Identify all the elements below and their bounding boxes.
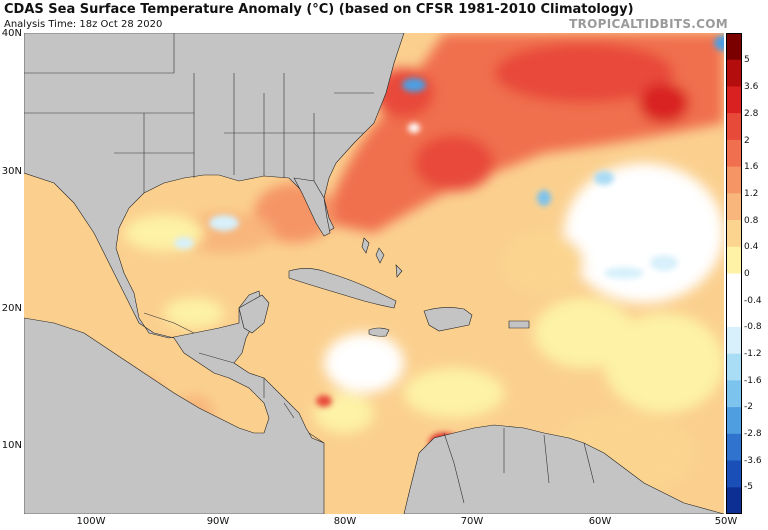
colorbar-cell bbox=[726, 460, 742, 488]
colorbar-label: -2 bbox=[744, 402, 753, 412]
analysis-time: Analysis Time: 18z Oct 28 2020 bbox=[4, 19, 163, 30]
colorbar bbox=[726, 33, 742, 514]
lon-label-50w: 50W bbox=[714, 516, 738, 527]
colorbar-label: -1.6 bbox=[744, 376, 762, 386]
colorbar-cell bbox=[726, 300, 742, 328]
colorbar-cell bbox=[726, 86, 742, 114]
colorbar-label: -3.6 bbox=[744, 456, 762, 466]
colorbar-cell bbox=[726, 166, 742, 194]
lat-label-10n: 10N bbox=[1, 440, 22, 451]
colorbar-cell bbox=[726, 407, 742, 435]
lon-label-80w: 80W bbox=[333, 516, 357, 527]
colorbar-label: 0 bbox=[744, 269, 750, 279]
colorbar-label: 5 bbox=[744, 55, 750, 65]
colorbar-cell bbox=[726, 273, 742, 301]
colorbar-label: 1.6 bbox=[744, 162, 759, 172]
sst-anomaly-map bbox=[24, 33, 724, 514]
colorbar-label: 0.4 bbox=[744, 242, 759, 252]
colorbar-cell bbox=[726, 326, 742, 355]
colorbar-cell bbox=[726, 487, 742, 514]
lon-label-90w: 90W bbox=[206, 516, 230, 527]
colorbar-cell bbox=[726, 246, 742, 274]
colorbar-cell bbox=[726, 353, 742, 381]
lat-label-40n: 40N bbox=[1, 28, 22, 39]
brand-label: TROPICALTIDBITS.COM bbox=[569, 17, 728, 31]
lon-label-60w: 60W bbox=[588, 516, 612, 527]
colorbar-cell bbox=[726, 433, 742, 462]
lon-label-70w: 70W bbox=[460, 516, 484, 527]
colorbar-cell bbox=[726, 139, 742, 168]
lat-label-20n: 20N bbox=[1, 303, 22, 314]
colorbar-label: -0.4 bbox=[744, 296, 762, 306]
colorbar-label: 0.8 bbox=[744, 216, 759, 226]
map-title: CDAS Sea Surface Temperature Anomaly (°C… bbox=[4, 2, 634, 17]
colorbar-label: -1.2 bbox=[744, 349, 762, 359]
colorbar-cell bbox=[726, 33, 742, 61]
colorbar-label: 1.2 bbox=[744, 189, 759, 199]
colorbar-cell bbox=[726, 59, 742, 87]
colorbar-label: 3.6 bbox=[744, 82, 759, 92]
colorbar-label: -5 bbox=[744, 482, 753, 492]
colorbar-label: 2 bbox=[744, 136, 750, 146]
colorbar-cell bbox=[726, 220, 742, 248]
lat-label-30n: 30N bbox=[1, 166, 22, 177]
colorbar-cell bbox=[726, 113, 742, 141]
lon-label-100w: 100W bbox=[76, 516, 106, 527]
colorbar-label: -0.8 bbox=[744, 322, 762, 332]
colorbar-cell bbox=[726, 193, 742, 221]
colorbar-label: -2.8 bbox=[744, 429, 762, 439]
colorbar-label: 2.8 bbox=[744, 109, 759, 119]
political-borders bbox=[24, 33, 595, 504]
colorbar-cell bbox=[726, 380, 742, 408]
